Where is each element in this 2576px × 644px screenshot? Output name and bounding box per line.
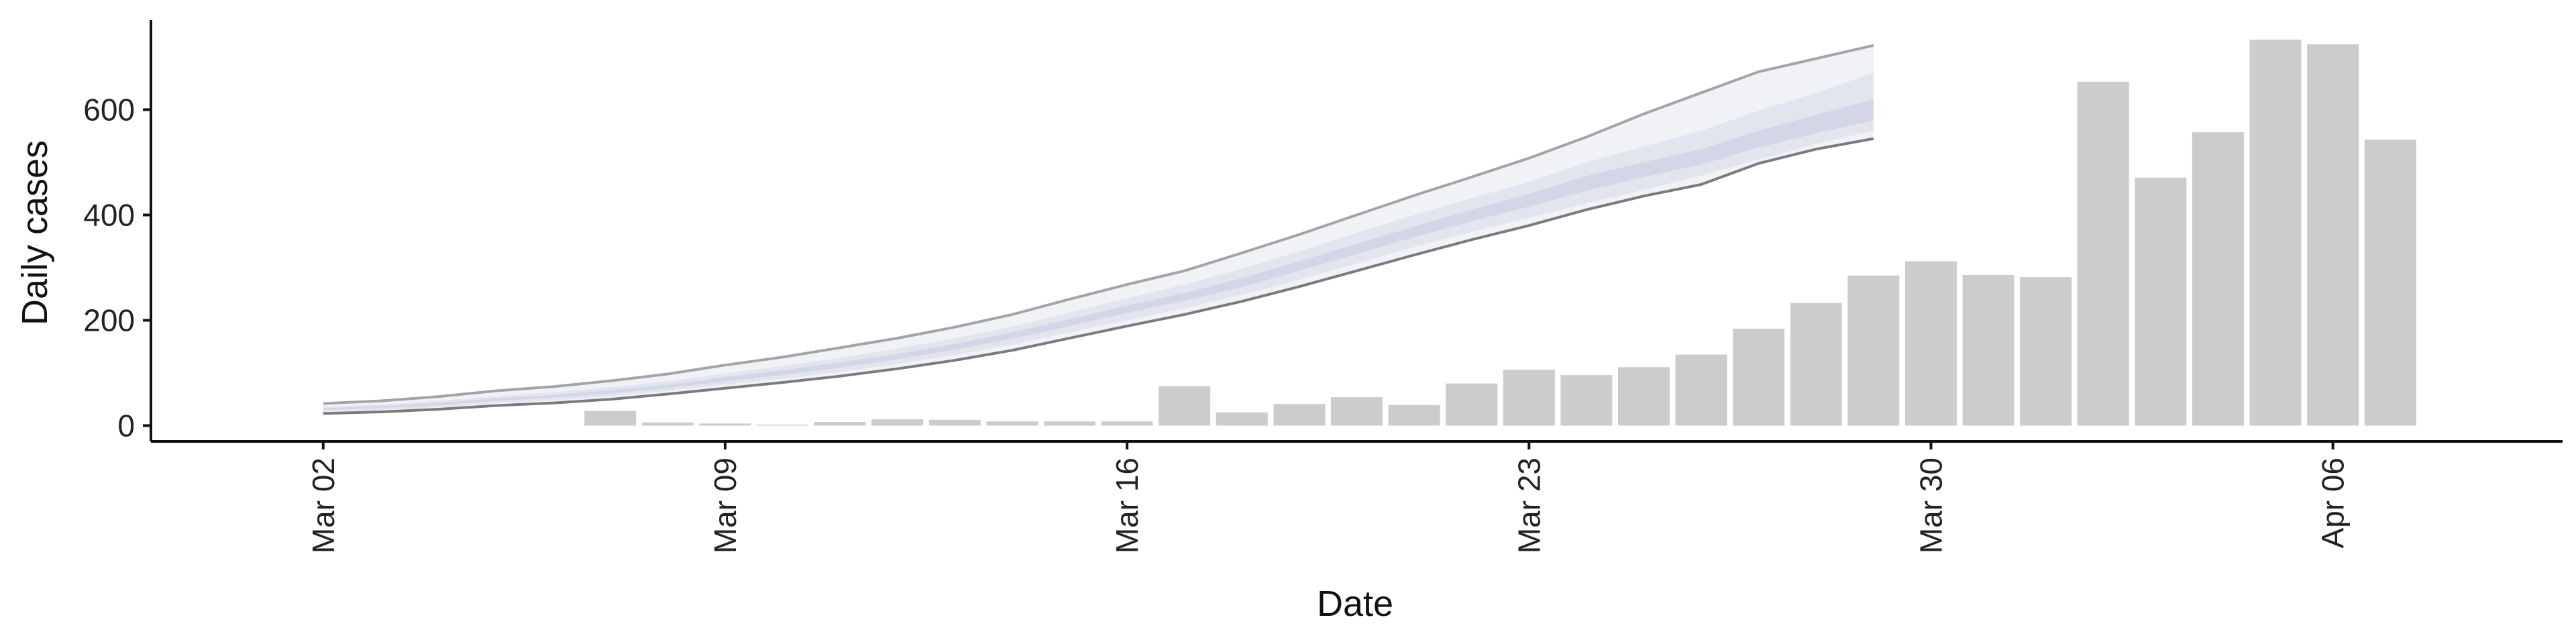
bar: [986, 421, 1038, 426]
y-tick-label: 200: [83, 303, 135, 337]
forecast-upper-bound-line: [323, 44, 1874, 405]
bar: [1331, 397, 1383, 426]
x-tick-label: Mar 30: [1914, 458, 1949, 553]
bar: [1675, 354, 1727, 426]
bar: [1101, 421, 1153, 426]
x-tick-label: Mar 09: [708, 458, 743, 553]
y-axis-title: Daily cases: [15, 140, 55, 325]
observed-case-bars: [584, 40, 2416, 426]
y-tick-label: 400: [83, 197, 135, 232]
bar: [1446, 383, 1498, 426]
bar: [1847, 275, 1900, 426]
bar: [2364, 140, 2416, 426]
x-tick-label: Apr 06: [2316, 458, 2351, 549]
bar: [1044, 421, 1095, 426]
y-tick-label: 600: [83, 92, 135, 127]
bar: [2307, 44, 2359, 426]
y-tick-label: 0: [117, 408, 135, 443]
bar: [1618, 367, 1670, 426]
bar: [1904, 261, 1957, 426]
bar: [2135, 177, 2187, 426]
bar: [1388, 405, 1440, 426]
bar: [1560, 375, 1613, 426]
x-tick-label: Mar 23: [1511, 458, 1546, 553]
bar: [699, 423, 751, 426]
y-axis-ticks: 0 200 400 600: [83, 92, 151, 443]
x-tick-label: Mar 16: [1110, 458, 1144, 553]
bar: [1503, 370, 1555, 426]
bar: [641, 422, 694, 426]
bar: [2192, 132, 2244, 426]
bar: [1273, 404, 1326, 426]
bar: [2020, 277, 2072, 426]
bar: [1962, 274, 2015, 426]
x-tick-label: Mar 02: [306, 458, 341, 553]
x-axis-title: Date: [1317, 584, 1393, 624]
bar: [928, 419, 981, 426]
bar: [584, 411, 637, 426]
bar: [1159, 386, 1211, 426]
axes: [150, 20, 2563, 443]
bar: [1733, 329, 1785, 426]
bar: [871, 419, 924, 426]
bar: [814, 422, 866, 426]
bar: [1216, 412, 1268, 426]
forecast-band-90: [323, 45, 1874, 414]
x-axis-ticks: Mar 02 Mar 09 Mar 16 Mar 23 Mar 30 Apr 06: [306, 441, 2351, 553]
forecast-bands: [323, 44, 1874, 415]
bar: [1790, 303, 1842, 426]
bar: [2077, 81, 2129, 426]
bar: [757, 424, 808, 426]
bar: [2249, 40, 2302, 426]
forecast-lower-bound-line: [323, 137, 1874, 415]
